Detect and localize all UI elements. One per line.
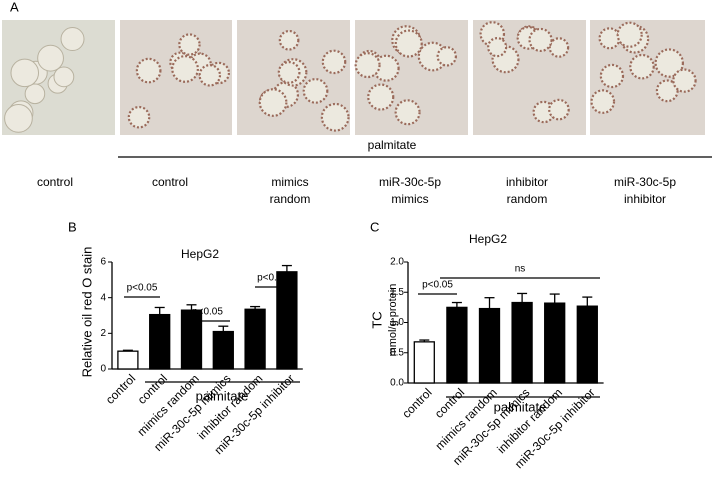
bar: [413, 341, 435, 384]
bar: [117, 350, 139, 370]
bar: [149, 313, 171, 370]
cell: [354, 52, 381, 79]
y-axis-label: TC: [369, 311, 384, 328]
cell: [10, 58, 40, 88]
cell: [654, 48, 684, 78]
panel-letter: A: [10, 0, 19, 14]
cell: [548, 98, 570, 121]
x-tick-label: control: [103, 371, 138, 406]
cell: [487, 37, 508, 58]
cell: [277, 60, 301, 84]
y-tick-label: 4: [100, 292, 106, 303]
significance-label: p<0.05: [257, 273, 288, 284]
y-axis-label: Relative oil red O stain: [79, 247, 94, 378]
cell: [599, 63, 625, 89]
panel-letter: B: [68, 219, 77, 234]
condition-label: random: [507, 192, 548, 206]
cell: [53, 66, 75, 88]
cell: [24, 83, 46, 105]
chart-title: HepG2: [181, 247, 219, 261]
cell: [629, 53, 655, 80]
cell: [198, 64, 222, 87]
significance-label: p<0.05: [192, 307, 223, 318]
condition-label: control: [152, 175, 188, 189]
y-axis-label: mmol/g protein: [387, 284, 399, 357]
condition-label: miR-30c-5p: [614, 175, 676, 189]
bar: [511, 301, 533, 384]
cell: [616, 21, 643, 48]
condition-label: inhibitor: [624, 192, 666, 206]
group-label: palmitate: [494, 399, 547, 414]
panel-letter: C: [370, 219, 379, 234]
condition-label: control: [37, 175, 73, 189]
condition-label: miR-30c-5p: [379, 175, 441, 189]
cell: [278, 29, 300, 51]
bar: [544, 302, 566, 384]
condition-label: random: [270, 192, 311, 206]
bar: [576, 305, 598, 384]
cell: [171, 55, 199, 83]
cell: [590, 89, 616, 114]
cell: [320, 102, 350, 132]
y-tick-label: 0.5: [390, 347, 404, 358]
cell: [548, 37, 570, 58]
cell: [37, 44, 64, 72]
cell: [394, 99, 421, 126]
condition-label: mimics: [271, 175, 308, 189]
cell: [135, 57, 162, 84]
cell: [258, 88, 288, 117]
y-tick-label: 6: [100, 257, 106, 268]
group-label: palmitate: [196, 388, 249, 403]
x-tick-label: control: [399, 385, 434, 420]
group-label: palmitate: [368, 138, 417, 152]
chart-title: HepG2: [469, 232, 507, 246]
cell: [321, 49, 347, 75]
bar: [244, 308, 266, 370]
cell: [394, 29, 423, 58]
significance-label: ns: [515, 264, 526, 275]
significance-label: p<0.05: [127, 283, 158, 294]
y-tick-label: 0: [100, 364, 106, 375]
bar: [180, 309, 203, 370]
y-tick-label: 1.0: [390, 317, 404, 328]
cell: [178, 33, 201, 56]
bar: [276, 271, 298, 370]
bar: [212, 330, 234, 370]
bar: [478, 307, 501, 384]
cell: [655, 79, 679, 103]
condition-label: inhibitor: [506, 175, 548, 189]
cell: [598, 27, 621, 50]
y-tick-label: 1.5: [390, 287, 404, 298]
cell: [127, 105, 151, 129]
bar: [446, 306, 468, 384]
cell: [672, 68, 697, 93]
y-tick-label: 2: [100, 328, 106, 339]
cell: [302, 78, 329, 104]
cell: [4, 104, 33, 133]
y-tick-label: 0.0: [390, 378, 404, 389]
y-tick-label: 2.0: [390, 257, 404, 268]
cell: [367, 83, 395, 111]
cell: [60, 27, 85, 52]
significance-label: p<0.05: [422, 280, 453, 291]
condition-label: mimics: [391, 192, 428, 206]
cell: [528, 27, 553, 53]
cell: [372, 54, 400, 82]
cell: [436, 46, 457, 67]
